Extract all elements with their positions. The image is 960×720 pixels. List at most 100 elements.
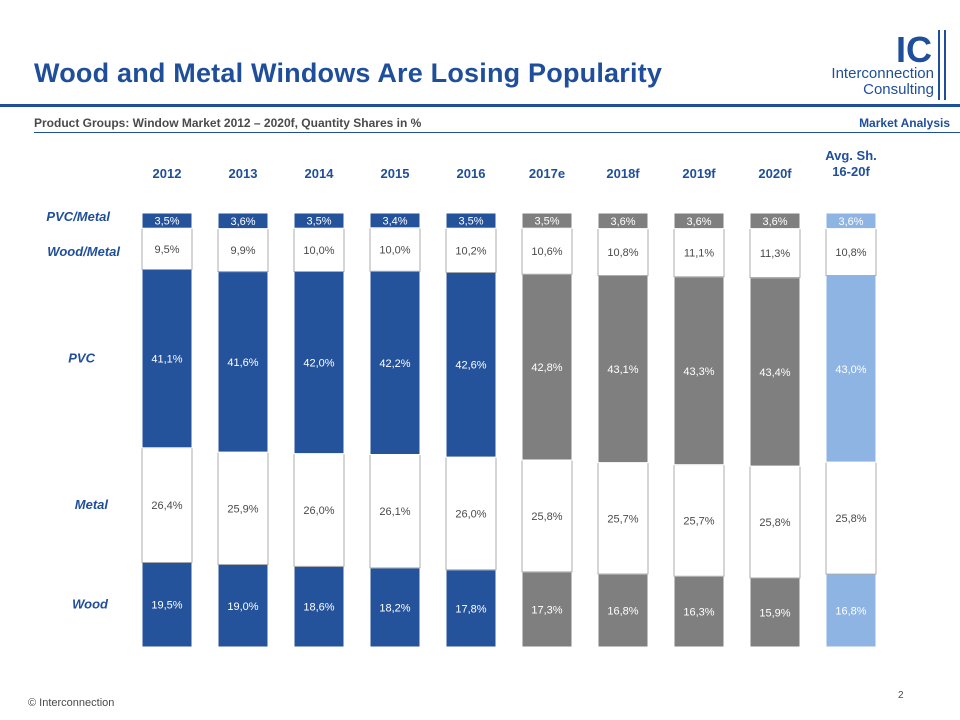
bar-segment [445,227,497,273]
data-label: 25,8% [835,513,866,525]
category-label: 2012 [153,166,182,181]
bar-segment [141,268,193,449]
data-label: 3,6% [762,216,787,228]
bar-segment [293,565,345,648]
bar-segment [141,447,193,563]
data-label: 3,6% [230,216,255,228]
chart-subtitle: Product Groups: Window Market 2012 – 202… [34,116,422,130]
category-label: 2014 [305,166,335,181]
data-label: 3,5% [458,216,483,228]
page-title: Wood and Metal Windows Are Losing Popula… [34,58,663,88]
bar-segment [597,573,649,648]
data-label: 42,2% [379,358,410,370]
bar-segment [445,212,497,229]
data-label: 10,8% [835,247,866,259]
bar-segment [369,212,421,229]
data-label: 25,7% [607,513,638,525]
data-label: 17,8% [455,603,486,615]
copyright-footer: © Interconnection [28,697,115,709]
data-label: 10,8% [607,247,638,259]
data-label: 3,5% [534,216,559,228]
bar-segment [293,227,345,272]
bar-segment [673,276,725,466]
bar-segment [369,454,421,569]
bar-segment [749,212,801,230]
company-logo: IC Interconnection Consulting [820,28,950,102]
bar-segment [141,227,193,270]
data-label: 10,6% [531,246,562,258]
bar-segment [749,577,801,648]
data-label: 26,0% [455,509,486,521]
bar-segment [369,567,421,648]
bar-segment [217,228,269,273]
data-label: 10,2% [455,245,486,257]
data-label: 3,5% [154,216,179,228]
data-label: 15,9% [759,608,790,620]
data-label: 3,6% [610,216,635,228]
bar-segment [217,451,269,565]
bar-segment [597,212,649,230]
data-label: 18,6% [303,602,334,614]
data-label: 42,6% [455,360,486,372]
bar-segment [293,453,345,567]
bar-segment [825,228,877,276]
data-label: 41,6% [227,357,258,369]
bar-segment [749,465,801,579]
data-label: 11,1% [684,248,715,260]
data-label: 25,7% [683,516,714,528]
bar-segment [521,273,573,461]
bar-segment [217,564,269,648]
page-number: 2 [898,690,904,701]
data-label: 26,4% [151,500,182,512]
data-label: 3,5% [306,216,331,228]
series-label: Wood [72,597,109,612]
data-label: 43,3% [683,366,714,378]
data-label: 9,9% [230,245,255,257]
bar-segment [217,212,269,230]
data-label: 43,1% [607,364,638,376]
bar-segment [597,228,649,276]
series-label: Wood/Metal [47,244,120,259]
data-label: 11,3% [760,248,791,260]
bar-segment [293,271,345,455]
data-label: 25,9% [227,503,258,515]
data-label: 26,0% [303,505,334,517]
category-label: 2016 [457,166,486,181]
data-label: 41,1% [151,354,182,366]
bar-segment [673,212,725,230]
bar-segment [825,275,877,463]
bar-segment [749,277,801,467]
bar-segment [141,212,193,229]
data-label: 19,5% [151,600,182,612]
series-label: PVC [68,351,95,366]
bar-segment [445,456,497,571]
data-label: 3,6% [686,216,711,228]
category-label: 16-20f [832,164,870,179]
bar-segment [445,569,497,648]
data-label: 25,8% [531,511,562,523]
category-label: 2017e [529,166,565,181]
bar-segment [293,212,345,229]
subtitle-rule [34,132,960,133]
data-label: 25,8% [759,517,790,529]
data-label: 43,0% [835,364,866,376]
data-label: 10,0% [303,245,334,257]
header-rule [0,104,960,107]
data-label: 3,6% [838,216,863,228]
bar-segment [825,212,877,230]
series-label: PVC/Metal [46,209,110,224]
bar-segment [141,561,193,648]
category-label: 2018f [606,166,640,181]
data-label: 10,0% [379,245,410,257]
data-label: 18,2% [379,603,410,615]
category-label: 2013 [229,166,258,181]
logo-mark: IC [896,29,932,70]
data-label: 42,0% [303,358,334,370]
bar-segment [521,212,573,229]
data-label: 43,4% [759,367,790,379]
logo-text-line1: Interconnection [831,65,934,82]
data-label: 17,3% [531,605,562,617]
data-label: 26,1% [379,506,410,518]
category-label: Avg. Sh. [825,148,877,163]
